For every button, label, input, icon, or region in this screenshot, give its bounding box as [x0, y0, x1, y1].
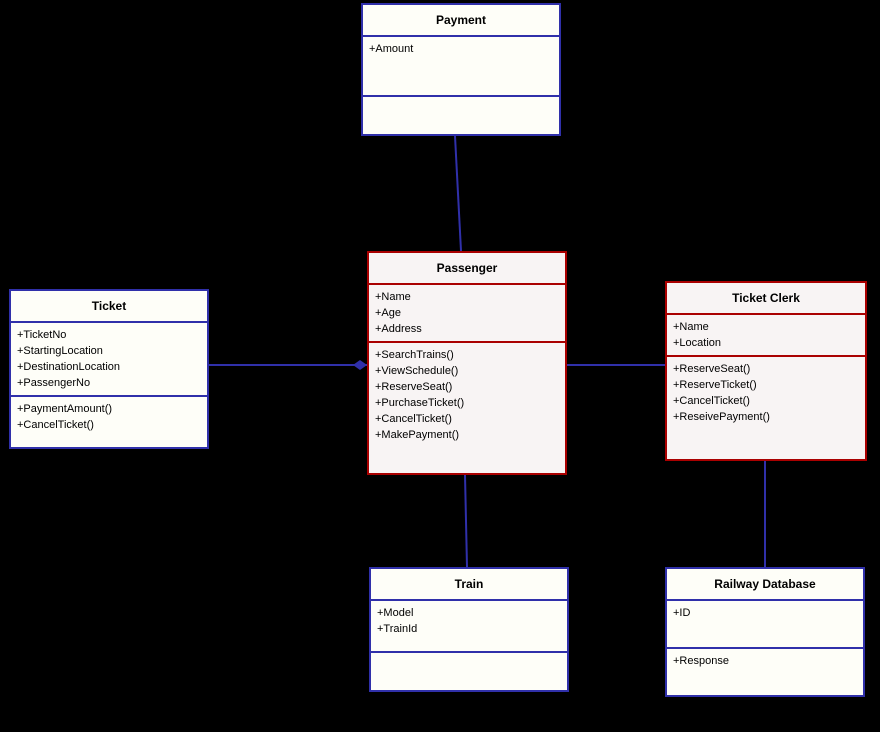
attribute: +Model	[377, 605, 561, 621]
attribute: +Address	[375, 321, 559, 337]
attribute: +DestinationLocation	[17, 359, 201, 375]
class-passenger: Passenger+Name+Age+Address+SearchTrains(…	[367, 251, 567, 475]
attribute: +StartingLocation	[17, 343, 201, 359]
methods-section: +Response	[667, 649, 863, 697]
methods-section	[363, 97, 559, 137]
multiplicity-label: 0.1	[745, 478, 759, 489]
method: +ReserveTicket()	[673, 377, 859, 393]
attribute: +Name	[375, 289, 559, 305]
attribute: +Age	[375, 305, 559, 321]
multiplicity-label: 0.1	[440, 232, 454, 243]
method: +CancelTicket()	[673, 393, 859, 409]
attribute: +TicketNo	[17, 327, 201, 343]
multiplicity-label: 1..	[745, 548, 756, 559]
attributes-section: +TicketNo+StartingLocation+DestinationLo…	[11, 323, 207, 397]
attribute: +Location	[673, 335, 859, 351]
class-ticket: Ticket+TicketNo+StartingLocation+Destina…	[9, 289, 209, 449]
class-title: Ticket Clerk	[667, 283, 865, 315]
attribute: +ID	[673, 605, 857, 621]
method: +MakePayment()	[375, 427, 559, 443]
class-train: Train+Model+TrainId	[369, 567, 569, 692]
class-railwayDb: Railway Database +ID +Response	[665, 567, 865, 697]
method: +PaymentAmount()	[17, 401, 201, 417]
class-title: Payment	[363, 5, 559, 37]
multiplicity-label: 1..	[640, 368, 651, 379]
class-title: Passenger	[369, 253, 565, 285]
method: +ReserveSeat()	[375, 379, 559, 395]
method: +ViewSchedule()	[375, 363, 559, 379]
method: +ReserveSeat()	[673, 361, 859, 377]
attribute: +Amount	[369, 41, 553, 57]
methods-section: +PaymentAmount()+CancelTicket()	[11, 397, 207, 437]
multiplicity-label: 1..	[445, 548, 456, 559]
multiplicity-label: 0.1	[445, 488, 459, 499]
method: +Response	[673, 653, 857, 669]
attributes-section: +Amount	[363, 37, 559, 97]
attribute: +PassengerNo	[17, 375, 201, 391]
methods-section: +SearchTrains()+ViewSchedule()+ReserveSe…	[369, 343, 565, 447]
attributes-section: +Name+Age+Address	[369, 285, 565, 343]
class-payment: Payment +Amount	[361, 3, 561, 136]
attributes-section: +Name+Location	[667, 315, 865, 357]
method: +CancelTicket()	[17, 417, 201, 433]
multiplicity-label: 1..	[440, 148, 451, 159]
methods-section: +ReserveSeat()+ReserveTicket()+CancelTic…	[667, 357, 865, 429]
method: +CancelTicket()	[375, 411, 559, 427]
attribute: +TrainId	[377, 621, 561, 637]
multiplicity-label: 1..	[225, 368, 236, 379]
class-ticketClerk: Ticket Clerk+Name+Location+ReserveSeat()…	[665, 281, 867, 461]
attribute: +Name	[673, 319, 859, 335]
methods-section	[371, 653, 567, 693]
class-title: Train	[371, 569, 567, 601]
attributes-section: +Model+TrainId	[371, 601, 567, 653]
class-title: Ticket	[11, 291, 207, 323]
attributes-section: +ID	[667, 601, 863, 649]
method: +PurchaseTicket()	[375, 395, 559, 411]
multiplicity-label: 1..	[575, 368, 586, 379]
class-title: Railway Database	[667, 569, 863, 601]
method: +SearchTrains()	[375, 347, 559, 363]
method: +ReseivePayment()	[673, 409, 859, 425]
